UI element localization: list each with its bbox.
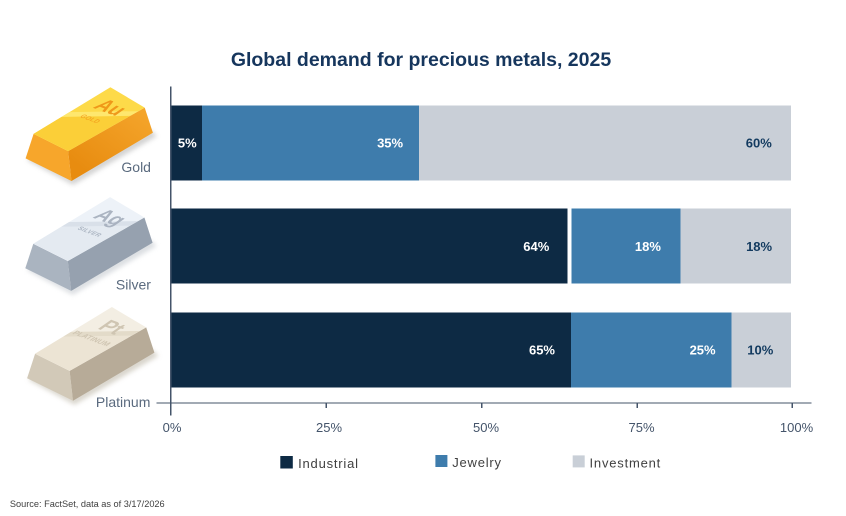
svg-text:60%: 60% [746,136,772,151]
svg-text:25%: 25% [316,420,342,435]
svg-text:Gold: Gold [121,159,151,175]
svg-text:10%: 10% [747,343,773,358]
svg-text:Jewelry: Jewelry [452,455,502,470]
svg-text:18%: 18% [635,239,661,254]
svg-text:0%: 0% [163,420,182,435]
svg-text:75%: 75% [628,420,654,435]
svg-text:Source: FactSet, data as of 3/: Source: FactSet, data as of 3/17/2026 [10,499,165,509]
svg-text:50%: 50% [473,420,499,435]
svg-text:18%: 18% [746,239,772,254]
svg-text:5%: 5% [178,136,197,151]
svg-text:64%: 64% [523,239,549,254]
svg-text:100%: 100% [780,420,814,435]
svg-text:25%: 25% [690,343,716,358]
svg-text:GOLD: GOLD [78,114,102,125]
svg-text:65%: 65% [529,343,555,358]
svg-text:Global demand for precious met: Global demand for precious metals, 2025 [231,49,612,71]
svg-text:Platinum: Platinum [96,394,150,410]
svg-text:35%: 35% [377,136,403,151]
svg-text:Silver: Silver [116,277,151,293]
svg-text:Investment: Investment [590,455,662,470]
svg-text:Industrial: Industrial [298,456,359,471]
